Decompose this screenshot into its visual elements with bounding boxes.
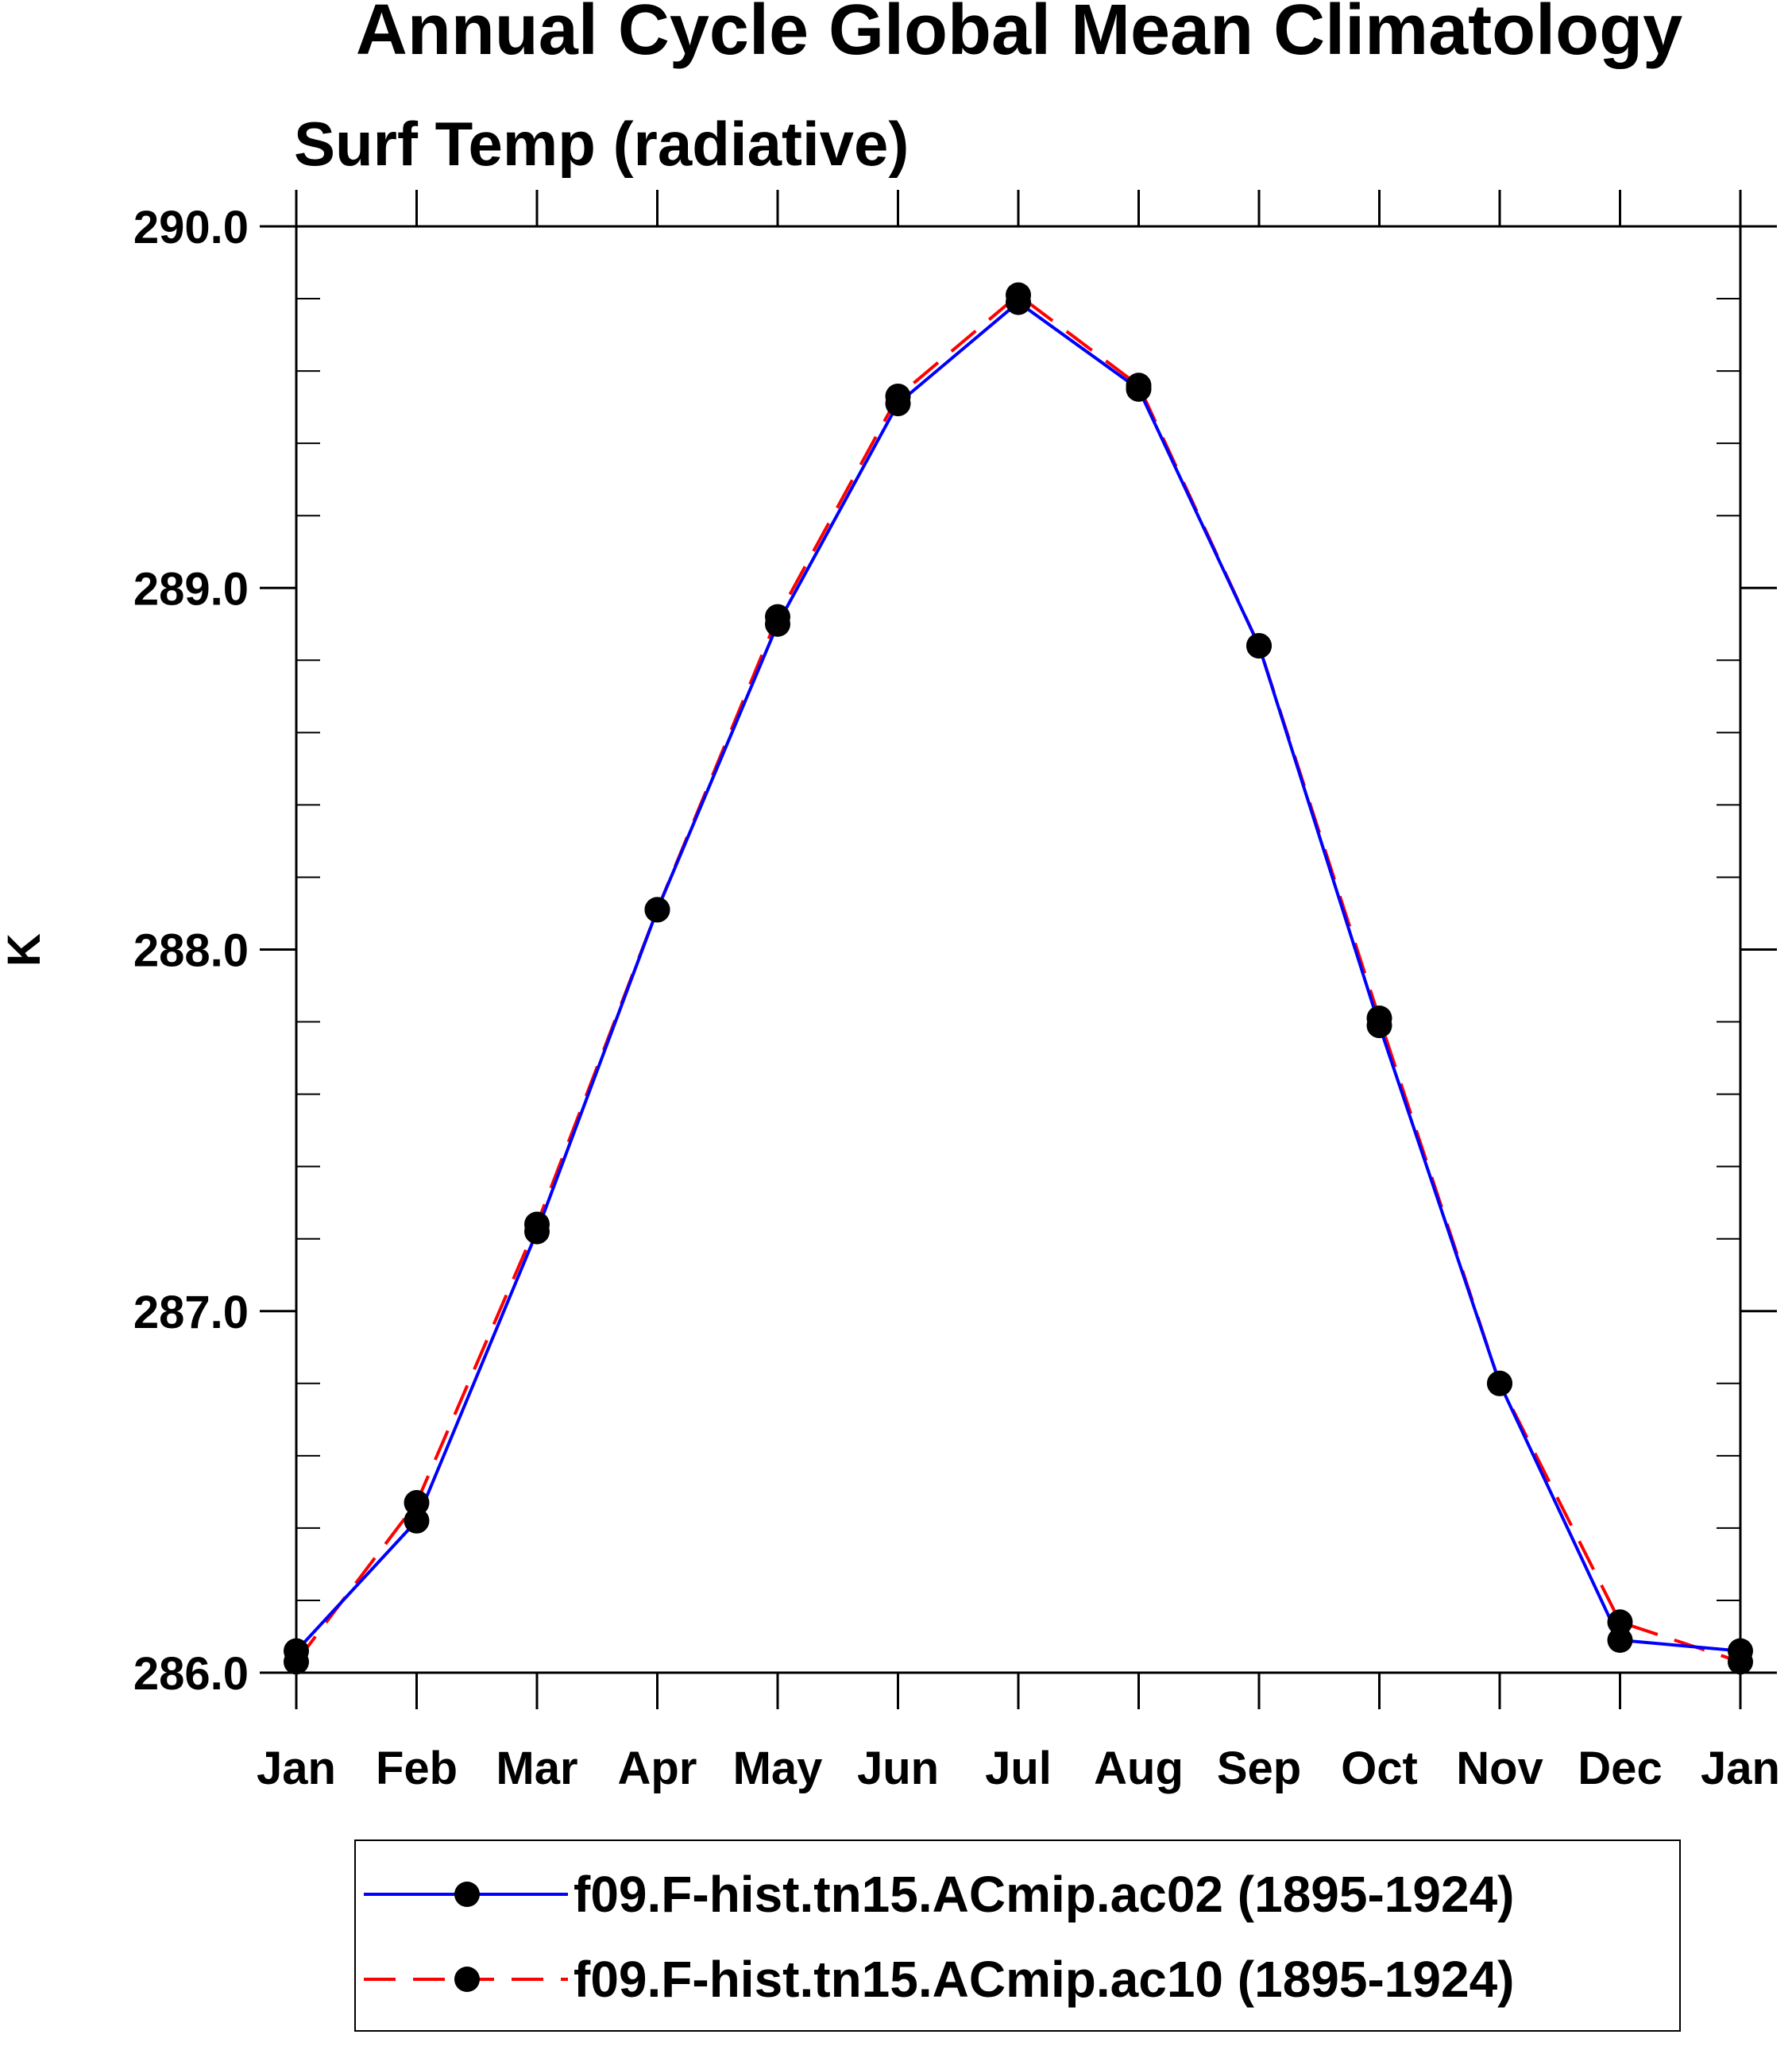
x-tick-label: Feb: [376, 1743, 458, 1794]
data-point-1: [284, 1649, 309, 1675]
legend-label-0: f09.F-hist.tn15.ACmip.ac02 (1895-1924): [574, 1866, 1514, 1923]
data-point-0: [1607, 1627, 1633, 1654]
data-point-1: [1006, 282, 1031, 308]
x-tick-label: Sep: [1217, 1743, 1301, 1794]
x-tick-label: Apr: [618, 1743, 697, 1794]
x-tick-label: Aug: [1094, 1743, 1184, 1794]
legend: f09.F-hist.tn15.ACmip.ac02 (1895-1924) f…: [354, 1839, 1681, 2032]
x-tick-label: Nov: [1456, 1743, 1543, 1794]
legend-label-1: f09.F-hist.tn15.ACmip.ac10 (1895-1924): [574, 1951, 1514, 2008]
data-point-1: [765, 604, 790, 630]
x-tick-label: Dec: [1578, 1743, 1662, 1794]
y-tick-label: 286.0: [133, 1648, 249, 1700]
y-tick-label: 287.0: [133, 1287, 249, 1338]
x-tick-label: May: [733, 1743, 823, 1794]
x-tick-label: Jul: [985, 1743, 1052, 1794]
x-tick-label: Jan: [1701, 1743, 1780, 1794]
series-line-0: [295, 300, 1741, 1653]
y-axis-label: K: [0, 933, 50, 967]
data-point-1: [1366, 1005, 1392, 1031]
legend-marker-1: [454, 1967, 480, 1992]
data-point-1: [644, 897, 670, 923]
data-point-1: [1607, 1609, 1633, 1635]
data-point-1: [885, 383, 911, 409]
data-point-0: [404, 1507, 430, 1534]
series-line-1: [295, 292, 1741, 1664]
data-point-1: [1126, 373, 1152, 399]
x-tick-label: Jan: [257, 1743, 336, 1794]
data-point-1: [1246, 633, 1272, 659]
x-tick-label: Jun: [857, 1743, 939, 1794]
y-tick-label: 288.0: [133, 925, 249, 977]
legend-marker-0: [454, 1882, 480, 1907]
x-tick-label: Oct: [1341, 1743, 1418, 1794]
data-point-1: [404, 1490, 430, 1516]
y-tick-label: 289.0: [133, 563, 249, 615]
legend-box: [354, 1839, 1681, 2032]
plot-frame: [295, 225, 1742, 1674]
x-tick-label: Mar: [496, 1743, 577, 1794]
chart-subtitle: Surf Temp (radiative): [294, 109, 909, 179]
data-point-1: [1728, 1649, 1753, 1675]
y-tick-label: 290.0: [133, 202, 249, 253]
data-point-1: [1487, 1370, 1512, 1396]
data-point-1: [524, 1211, 550, 1237]
chart-title: Annual Cycle Global Mean Climatology: [356, 0, 1682, 70]
